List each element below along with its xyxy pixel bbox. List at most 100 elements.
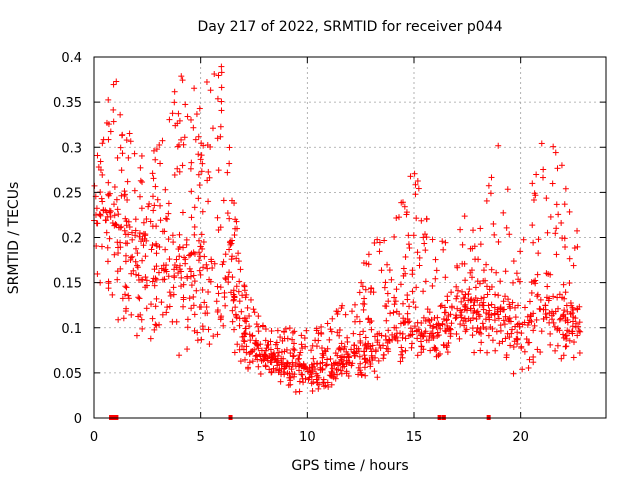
data-point <box>186 295 193 302</box>
data-point <box>371 239 378 246</box>
data-point <box>183 241 190 248</box>
data-point <box>125 218 132 225</box>
data-point <box>246 323 253 330</box>
data-point <box>192 136 199 143</box>
data-point <box>358 279 365 286</box>
data-point <box>490 220 497 227</box>
data-point <box>550 310 557 317</box>
data-point <box>246 312 253 319</box>
data-point <box>236 346 243 353</box>
data-point <box>166 289 173 296</box>
data-point <box>161 228 168 235</box>
data-point <box>249 358 256 365</box>
data-point <box>176 244 183 251</box>
data-point <box>348 362 355 369</box>
data-point <box>97 158 104 165</box>
data-point <box>480 267 487 274</box>
data-point <box>121 191 128 198</box>
data-point <box>184 316 191 323</box>
data-point <box>164 304 171 311</box>
data-point <box>317 366 324 373</box>
data-point <box>200 238 207 245</box>
data-point <box>414 335 421 342</box>
data-point <box>414 249 421 256</box>
data-point <box>179 162 186 169</box>
data-point <box>399 330 406 337</box>
data-point <box>356 353 363 360</box>
data-point <box>114 206 121 213</box>
data-point <box>136 230 143 237</box>
data-point <box>368 326 375 333</box>
data-point <box>200 264 207 271</box>
data-point <box>409 328 416 335</box>
data-point <box>493 328 500 335</box>
data-point <box>231 326 238 333</box>
data-point <box>443 316 450 323</box>
data-point <box>191 278 198 285</box>
data-point <box>486 307 493 314</box>
data-point <box>105 179 112 186</box>
data-point <box>283 346 290 353</box>
data-point <box>409 288 416 295</box>
data-point <box>238 343 245 350</box>
data-point <box>179 77 186 84</box>
data-point <box>110 81 117 88</box>
data-point <box>235 258 242 265</box>
data-point <box>393 214 400 221</box>
data-point <box>574 243 581 250</box>
data-point <box>575 327 582 334</box>
data-point <box>133 271 140 278</box>
data-point <box>162 215 169 222</box>
data-point <box>123 284 130 291</box>
data-point <box>291 371 298 378</box>
data-point <box>171 266 178 273</box>
data-point <box>262 326 269 333</box>
data-point <box>482 277 489 284</box>
data-point <box>247 337 254 344</box>
data-point <box>143 237 150 244</box>
data-point <box>544 283 551 290</box>
data-point <box>253 352 260 359</box>
data-point <box>196 105 203 112</box>
data-point <box>188 159 195 166</box>
data-point <box>356 318 363 325</box>
data-point <box>127 256 134 263</box>
data-point <box>524 313 531 320</box>
data-point <box>337 367 344 374</box>
data-point <box>149 170 156 177</box>
data-point <box>165 200 172 207</box>
data-point <box>143 305 150 312</box>
data-point <box>562 243 569 250</box>
data-point <box>420 314 427 321</box>
data-point <box>291 340 298 347</box>
data-point <box>286 325 293 332</box>
data-point <box>510 279 517 286</box>
data-point <box>352 350 359 357</box>
data-point <box>376 248 383 255</box>
data-point <box>407 173 414 180</box>
data-point <box>519 366 526 373</box>
data-point <box>391 324 398 331</box>
data-point <box>382 302 389 309</box>
data-point <box>143 282 150 289</box>
data-point <box>124 178 131 185</box>
data-point <box>380 351 387 358</box>
data-point <box>196 253 203 260</box>
data-point <box>166 303 173 310</box>
data-point <box>115 211 122 218</box>
data-point <box>530 310 537 317</box>
data-point <box>387 310 394 317</box>
data-point <box>361 295 368 302</box>
data-point <box>110 106 117 113</box>
data-point <box>105 192 112 199</box>
data-point <box>99 140 106 147</box>
data-point <box>570 262 577 269</box>
data-point <box>299 345 306 352</box>
data-point <box>209 125 216 132</box>
data-point <box>137 311 144 318</box>
data-point <box>388 276 395 283</box>
data-point <box>480 299 487 306</box>
data-point <box>122 308 129 315</box>
data-point <box>298 341 305 348</box>
